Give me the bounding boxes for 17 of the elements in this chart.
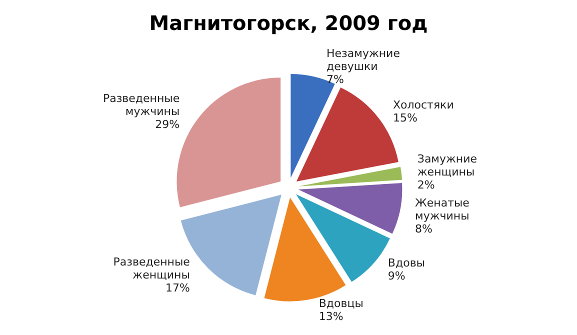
data-label: 29%	[155, 118, 180, 132]
slice-label: Вдовы	[388, 256, 425, 270]
slice-label: Разведенные женщины	[113, 256, 190, 282]
slice-label: Замужние женщины	[417, 152, 478, 179]
data-label: 7%	[326, 73, 344, 86]
data-label: 8%	[415, 222, 432, 236]
data-label: 15%	[392, 112, 418, 125]
slice-label: Разведенные мужчины	[102, 92, 180, 118]
data-label: 9%	[388, 270, 406, 283]
data-label: 13%	[318, 310, 344, 323]
data-label: 17%	[165, 282, 190, 295]
data-label: 2%	[417, 178, 435, 192]
chart-title: Магнитогорск, 2009 год	[149, 11, 428, 35]
slice-label: Незамужние девушки	[326, 47, 400, 74]
slice-label: Женатые мужчины	[415, 196, 470, 223]
slice-label: Холостяки	[392, 98, 454, 112]
slice-label: Вдовцы	[318, 296, 364, 310]
